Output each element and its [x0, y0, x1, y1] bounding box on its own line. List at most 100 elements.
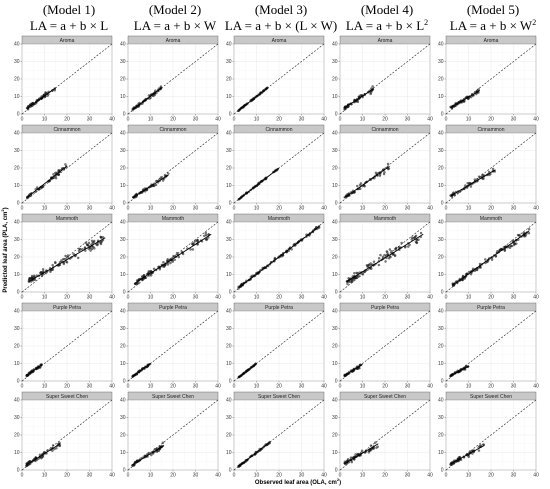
y-tick-label: 20 — [14, 77, 20, 83]
data-point — [92, 241, 95, 244]
data-point — [481, 177, 484, 180]
panel-super-sweet-chen-model-5: Super Sweet Chen 0 10 20 30 40 0 10 20 30 40 — [438, 391, 539, 479]
y-tick-label: 0 — [335, 112, 338, 118]
y-tick-label: 0 — [229, 112, 232, 118]
y-tick-label: 20 — [332, 77, 338, 83]
x-tick-label: 20 — [170, 473, 176, 479]
y-tick-label: 20 — [120, 166, 126, 172]
data-point — [387, 257, 391, 260]
panel-super-sweet-chen-model-1: Super Sweet Chen 0 10 20 30 40 0 10 20 30 40 — [14, 391, 115, 479]
y-tick-label: 30 — [332, 415, 338, 421]
x-tick-label: 0 — [127, 295, 130, 301]
y-tick-label: 40 — [226, 309, 232, 315]
data-point — [54, 176, 58, 180]
data-point — [41, 455, 45, 458]
data-point — [58, 444, 62, 448]
data-point — [471, 452, 474, 455]
x-tick-label: 20 — [64, 473, 70, 479]
x-tick-label: 10 — [466, 384, 472, 390]
y-tick-label: 20 — [226, 344, 232, 350]
x-tick-label: 10 — [466, 206, 472, 212]
data-point — [51, 449, 54, 452]
model-equation-2: LA = a + b × W — [134, 18, 217, 33]
data-point — [173, 258, 176, 261]
x-axis-label: Observed leaf area (OLA, cm2) — [255, 477, 341, 486]
fit-line — [450, 89, 480, 109]
data-point — [28, 277, 31, 280]
y-tick-label: 20 — [332, 433, 338, 439]
y-tick-label: 0 — [229, 201, 232, 207]
y-tick-label: 0 — [335, 290, 338, 296]
y-tick-label: 30 — [14, 415, 20, 421]
y-tick-label: 10 — [438, 361, 444, 367]
fit-line — [238, 363, 257, 378]
data-point — [99, 236, 103, 239]
data-point — [466, 182, 469, 185]
y-tick-label: 30 — [120, 59, 126, 65]
data-point — [524, 234, 527, 238]
y-tick-label: 10 — [14, 183, 20, 189]
y-tick-label: 0 — [441, 201, 444, 207]
x-tick-label: 30 — [405, 206, 411, 212]
data-point — [96, 242, 99, 246]
y-axis-label: Predicted leaf area (PLA, cm2) — [0, 207, 9, 292]
x-tick-label: 20 — [488, 384, 494, 390]
facet-strip-label: Aroma — [378, 38, 393, 44]
data-point — [153, 93, 156, 97]
x-tick-label: 40 — [533, 473, 539, 479]
model-equation-5: LA = a + b × W2 — [450, 18, 536, 33]
x-tick-label: 20 — [170, 295, 176, 301]
x-tick-label: 30 — [299, 206, 305, 212]
data-point — [55, 447, 58, 450]
model-title-1: (Model 1) — [43, 2, 95, 17]
x-tick-label: 10 — [466, 117, 472, 123]
x-tick-label: 30 — [87, 295, 93, 301]
fit-line — [344, 363, 363, 377]
panel-purple-petra-model-2: Purple Petra 0 10 20 30 40 0 10 20 30 40 — [120, 302, 221, 390]
data-point — [72, 252, 75, 256]
y-tick-label: 30 — [120, 237, 126, 243]
data-point — [62, 262, 66, 266]
data-point — [39, 271, 43, 274]
fit-line — [344, 165, 390, 199]
panel-mammoth-model-2: Mammoth 0 10 20 30 40 0 10 20 30 40 — [120, 213, 221, 301]
data-point — [516, 233, 520, 237]
data-point — [381, 255, 385, 259]
x-tick-label: 10 — [42, 384, 48, 390]
data-point — [378, 174, 382, 177]
x-tick-label: 30 — [193, 295, 199, 301]
panel-mammoth-model-5: Mammoth 0 10 20 30 40 0 10 20 30 40 — [438, 213, 539, 301]
data-point — [53, 89, 57, 92]
facet-strip-label: Mammoth — [374, 216, 396, 222]
y-tick-label: 20 — [438, 166, 444, 172]
x-tick-label: 0 — [339, 384, 342, 390]
x-tick-label: 30 — [405, 117, 411, 123]
y-tick-label: 20 — [226, 255, 232, 261]
data-point — [137, 282, 140, 285]
x-tick-label: 10 — [42, 206, 48, 212]
x-tick-label: 0 — [233, 384, 236, 390]
facet-strip-label: Aroma — [484, 38, 499, 44]
data-point — [350, 460, 353, 464]
y-tick-label: 20 — [226, 77, 232, 83]
data-point — [382, 172, 386, 176]
x-tick-label: 10 — [254, 206, 260, 212]
x-tick-label: 20 — [64, 295, 70, 301]
x-tick-label: 0 — [233, 295, 236, 301]
x-tick-label: 10 — [148, 206, 154, 212]
y-tick-label: 30 — [438, 237, 444, 243]
y-tick-label: 10 — [226, 450, 232, 456]
panel-purple-petra-model-1: Purple Petra 0 10 20 30 40 0 10 20 30 40 — [14, 302, 115, 390]
panel-aroma-model-1: Aroma 0 10 20 30 40 0 10 20 30 40 — [14, 35, 115, 123]
data-point — [142, 274, 146, 277]
data-point — [510, 244, 514, 248]
data-point — [490, 258, 494, 261]
data-point — [162, 261, 165, 264]
data-point — [181, 252, 185, 256]
facet-strip-label: Aroma — [166, 38, 181, 44]
data-point — [527, 232, 531, 235]
y-tick-label: 10 — [332, 450, 338, 456]
panel-purple-petra-model-5: Purple Petra 0 10 20 30 40 0 10 20 30 40 — [438, 302, 539, 390]
data-point — [169, 261, 172, 265]
